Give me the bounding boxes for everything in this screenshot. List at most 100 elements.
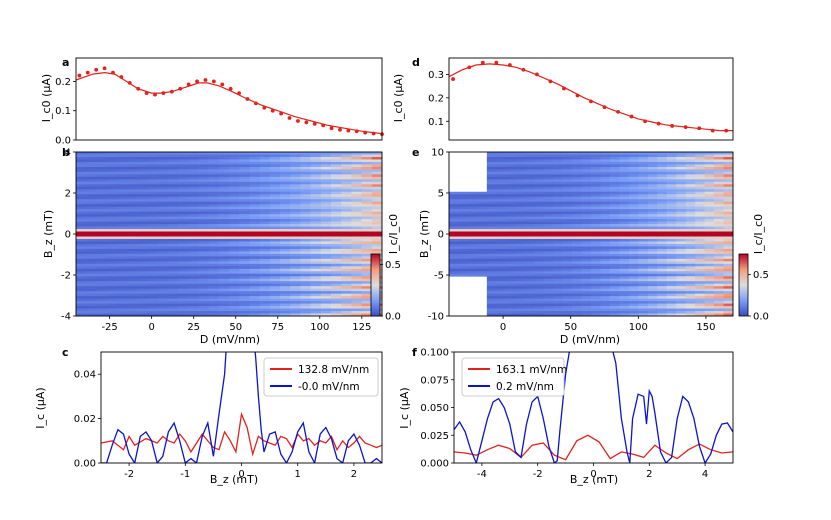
pb-cell [371,243,383,247]
pb-cell [218,221,230,225]
pe-cell [647,296,658,300]
pe-cell [676,311,687,314]
pb-cell [290,268,301,272]
pb-cell [96,221,107,225]
pb-cell [188,181,199,185]
pb-cell [371,234,383,237]
pb-cell [167,251,179,255]
pe-cell [524,241,535,245]
pb-cell [208,236,220,240]
pe-cell [543,311,554,314]
pb-cell [157,253,169,257]
pe-cell [657,258,668,262]
pb-cell [351,161,362,165]
pe-cell [657,196,668,200]
pe-cell [714,221,724,225]
pe-cell [714,204,724,208]
pb-cell [76,293,87,297]
pd-data-point [656,121,661,126]
pe-cell [562,273,573,277]
pb-cell [300,199,311,203]
pe-cell [591,243,601,247]
pb-cell [320,278,332,282]
pe-cell [685,184,696,188]
pe-cell [619,248,630,252]
pe-cell [657,169,668,173]
pb-cell [229,306,240,309]
pb-cell [229,199,240,203]
pb-cell [178,256,189,260]
pe-cell [543,169,554,173]
pe-cell [572,211,582,215]
pb-cell [280,194,291,198]
pb-cell [269,196,281,200]
pe-cell [486,243,497,247]
pb-cell [86,234,97,237]
pb-cell [127,293,138,297]
pb-cell [167,288,179,292]
pb-cell [341,186,352,190]
pb-cell [280,206,291,210]
pe-cell [486,266,497,270]
pe-cell [543,179,554,183]
pb-cell [229,161,240,165]
pe-cell [695,224,705,227]
pb-cell [229,266,240,270]
pe-cell [666,293,677,297]
pd-data-point [683,125,688,130]
pb-cell [259,196,271,200]
pe-cell [685,256,696,260]
pb-cell [106,231,118,235]
pb-cell [300,189,311,193]
pb-cell [86,206,97,210]
pe-cell [534,229,545,232]
pe-cell [619,176,630,180]
pb-cell [76,258,87,262]
pe-cell [714,191,724,195]
pe-cell [591,276,601,280]
pb-cell [127,238,138,242]
pe-cell [657,226,668,230]
pe-cell [458,226,469,230]
pe-cell [467,251,478,255]
pe-cell [609,196,620,200]
pe-cell [723,306,734,309]
pb-cell [167,211,179,215]
pb-cell [167,241,179,245]
pd-data-point [602,105,607,110]
pe-cell [704,278,715,282]
pb-cell [76,273,87,277]
pb-cell [239,159,250,163]
pb-cell [280,176,291,180]
pb-cell [76,303,87,307]
pb-cell [147,271,158,275]
pb-cell [147,291,158,295]
pe-cell [704,204,715,208]
pb-cell [106,189,118,193]
pe-cell [714,263,724,267]
pb-cell [96,209,107,213]
pb-cell [198,226,209,230]
pb-cell [371,204,383,208]
panel-d-chart: 0.10.20.3 [428,57,734,141]
pe-cell [609,166,620,170]
pb-cell [137,154,148,158]
pe-cell [515,288,526,292]
pe-cell [714,194,724,198]
pb-cell [351,278,362,282]
pb-cell [137,176,148,180]
pe-cell [714,229,724,232]
pe-cell [676,231,687,235]
pe-cell [524,288,535,292]
pb-cell [178,283,189,287]
pb-cell [178,176,189,180]
pe-cell [619,204,630,208]
pb-cell [188,311,199,314]
pb-cell [178,229,189,232]
pe-cell [477,256,488,260]
pe-cell [628,171,639,175]
pe-cell [562,258,573,262]
pe-cell [676,201,687,205]
pb-cell [249,313,260,317]
pb-cell [208,194,220,198]
